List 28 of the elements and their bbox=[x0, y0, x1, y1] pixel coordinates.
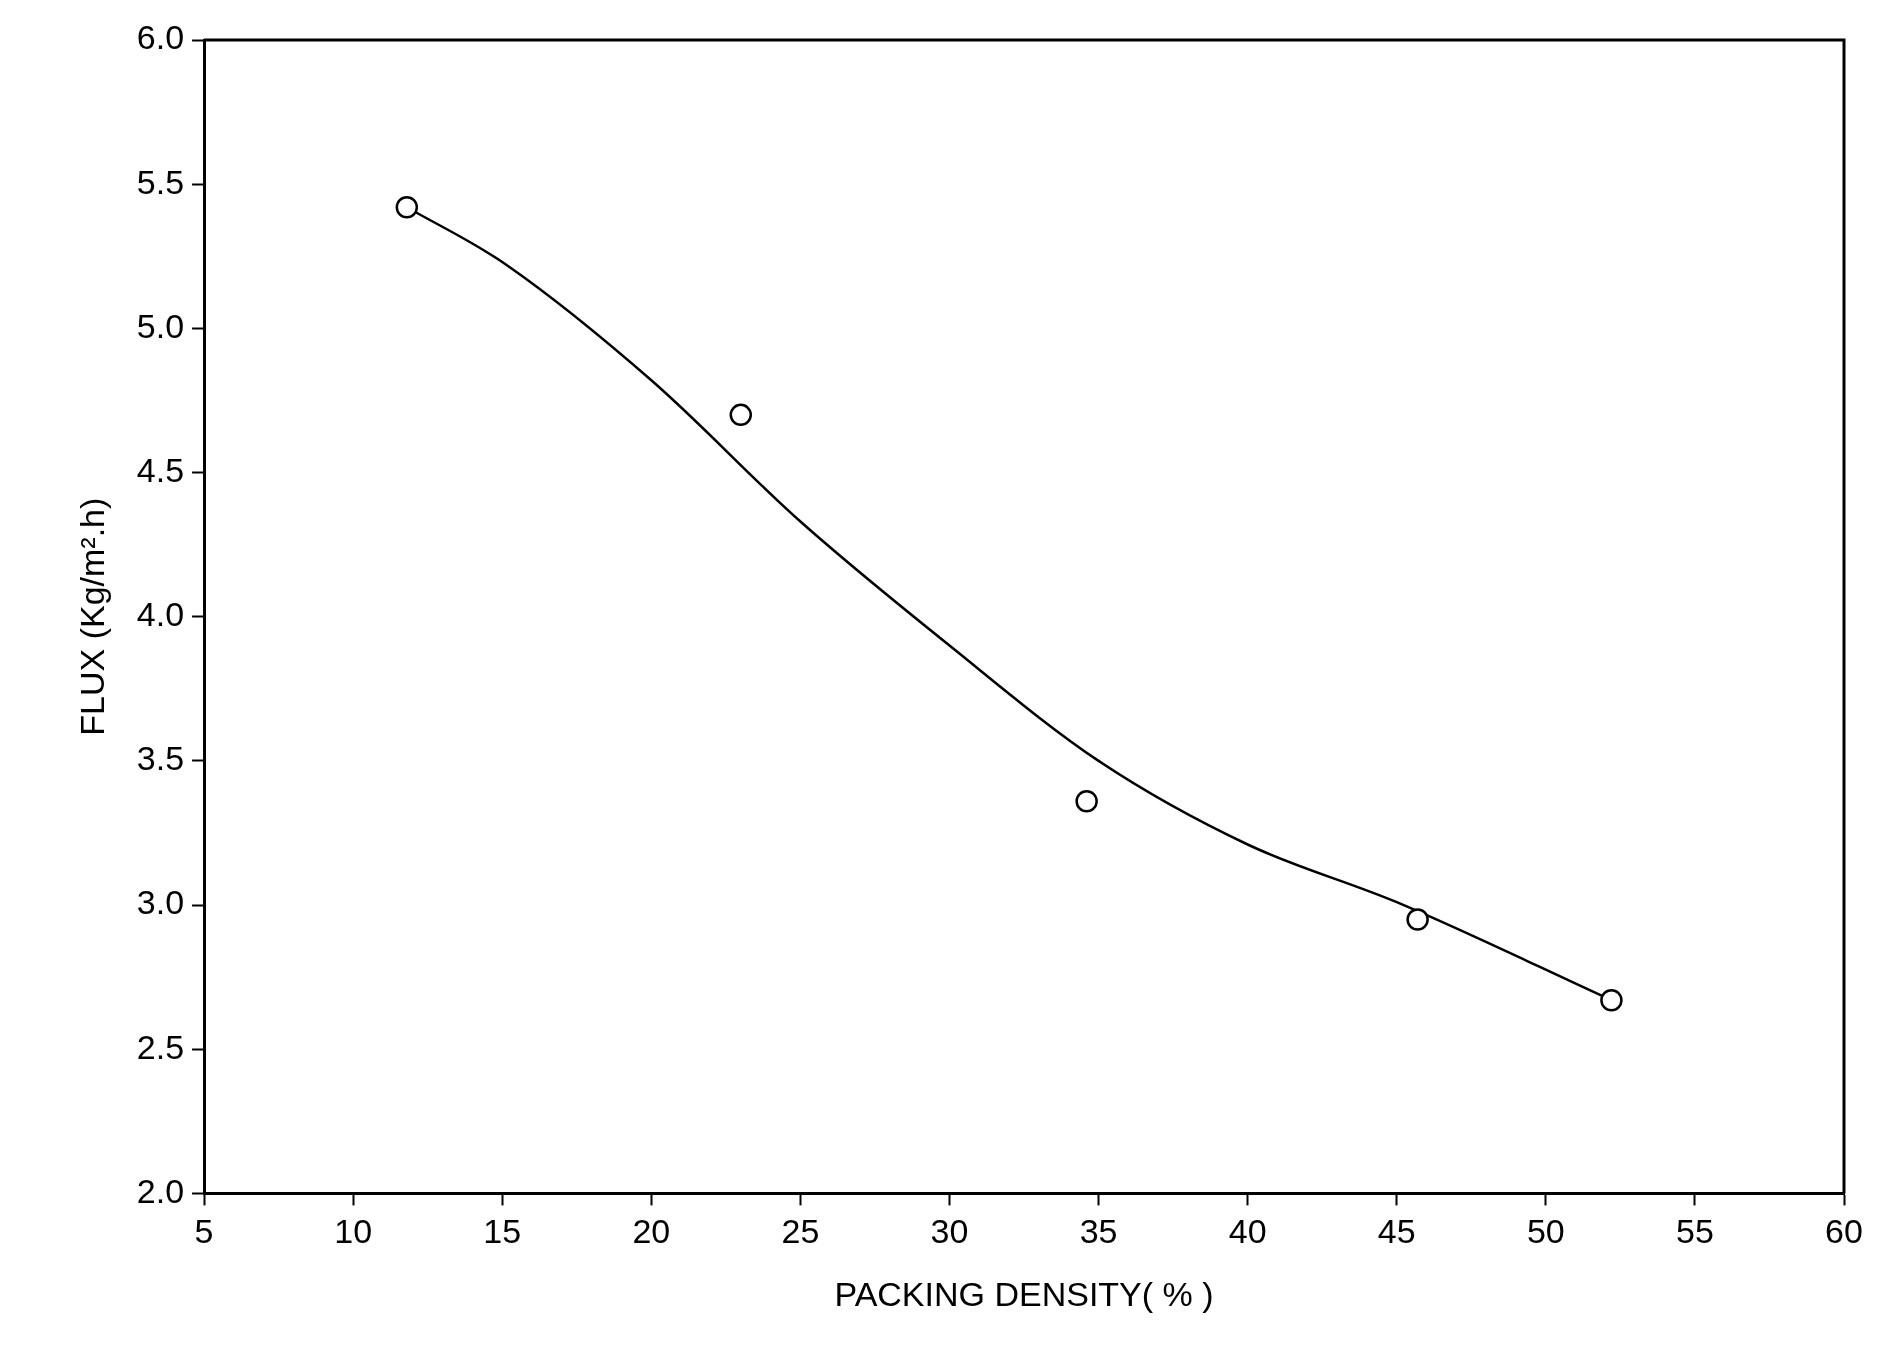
y-tick-label: 6.0 bbox=[136, 18, 185, 57]
x-tick-label: 5 bbox=[194, 1212, 214, 1251]
x-tick-label: 60 bbox=[1825, 1212, 1863, 1251]
x-tick-label: 20 bbox=[632, 1212, 671, 1251]
y-tick-label: 3.0 bbox=[136, 883, 185, 922]
x-tick-label: 10 bbox=[334, 1212, 373, 1251]
x-tick-label: 40 bbox=[1228, 1212, 1267, 1251]
point bbox=[1075, 789, 1098, 813]
y-tick-label: 2.0 bbox=[136, 1171, 185, 1210]
x-tick-label: 30 bbox=[930, 1212, 969, 1251]
x-tick-label: 45 bbox=[1377, 1212, 1416, 1251]
x-tick-label: 35 bbox=[1079, 1212, 1118, 1251]
y-tick-label: 3.5 bbox=[136, 739, 185, 778]
point bbox=[1406, 908, 1429, 931]
y-tick-label: 2.5 bbox=[136, 1027, 185, 1066]
point bbox=[1600, 988, 1623, 1012]
y-axis-title: FLUX (Kg/m².h) bbox=[72, 497, 111, 736]
point bbox=[395, 195, 419, 219]
y-tick-label: 4.5 bbox=[136, 450, 185, 489]
y-tick-label: 5.0 bbox=[136, 306, 185, 345]
point bbox=[729, 403, 753, 427]
y-tick-label: 4.0 bbox=[136, 595, 185, 634]
x-tick-label: 15 bbox=[483, 1212, 522, 1251]
y-tick-label: 5.5 bbox=[136, 162, 185, 201]
x-tick-label: 50 bbox=[1526, 1212, 1565, 1251]
x-tick-label: 25 bbox=[781, 1212, 820, 1251]
x-tick-label: 55 bbox=[1676, 1212, 1714, 1251]
x-axis-title: PACKING DENSITY( % ) bbox=[834, 1274, 1214, 1313]
